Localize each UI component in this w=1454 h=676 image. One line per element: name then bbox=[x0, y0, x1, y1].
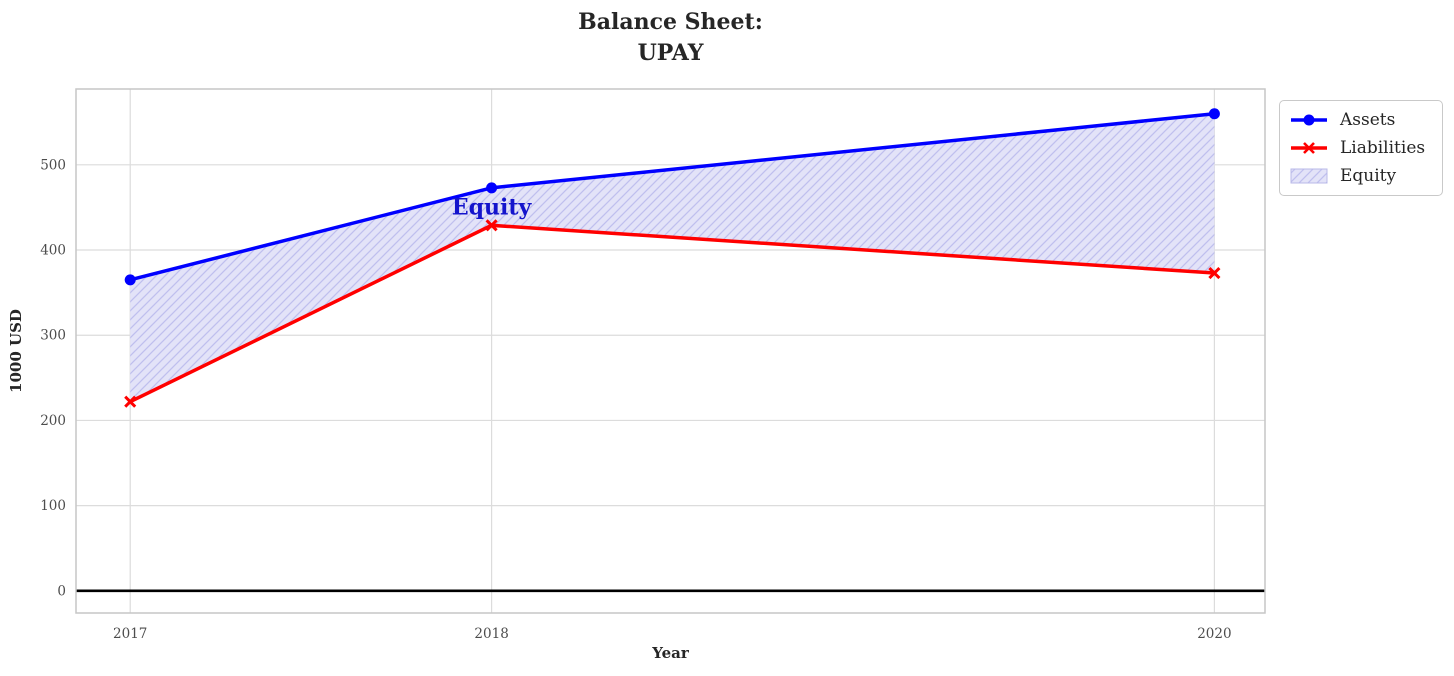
liabilities-marker bbox=[485, 219, 498, 232]
legend-label-assets: Assets bbox=[1340, 110, 1396, 130]
liabilities-marker bbox=[1208, 266, 1221, 280]
assets-marker bbox=[1208, 108, 1220, 120]
y-tick-label: 500 bbox=[40, 157, 66, 173]
y-tick-label: 200 bbox=[40, 413, 66, 429]
legend: Assets Liabilities Equity bbox=[1279, 100, 1443, 196]
x-tick-label: 2018 bbox=[474, 626, 508, 642]
equity-area-hatch bbox=[130, 113, 1215, 402]
legend-item-equity: Equity bbox=[1289, 162, 1433, 190]
assets-marker bbox=[486, 182, 498, 194]
legend-item-liabilities: Liabilities bbox=[1289, 134, 1433, 162]
chart-title-line1: Balance Sheet: bbox=[578, 9, 763, 35]
assets-marker bbox=[124, 274, 136, 286]
chart-title-line2: UPAY bbox=[637, 40, 704, 66]
y-tick-label: 300 bbox=[40, 328, 66, 344]
assets-marker-icon bbox=[1303, 114, 1315, 126]
x-tick-label: 2017 bbox=[113, 626, 147, 642]
y-tick-label: 0 bbox=[57, 583, 66, 599]
legend-label-liabilities: Liabilities bbox=[1340, 138, 1426, 158]
equity-legend-swatch bbox=[1290, 168, 1328, 184]
liabilities-legend-swatch bbox=[1291, 142, 1327, 154]
x-axis-label: Year bbox=[652, 644, 689, 662]
y-tick-label: 400 bbox=[40, 242, 66, 258]
equity-patch-hatch bbox=[1290, 168, 1328, 184]
y-tick-label: 100 bbox=[40, 498, 66, 514]
liabilities-marker-icon bbox=[1303, 142, 1315, 154]
x-tick-label: 2020 bbox=[1197, 626, 1231, 642]
chart-title: Balance Sheet: UPAY bbox=[76, 7, 1265, 69]
equity-annotation: Equity bbox=[452, 194, 533, 220]
legend-label-equity: Equity bbox=[1340, 166, 1397, 186]
axes-spines bbox=[75, 88, 1266, 614]
assets-legend-swatch bbox=[1291, 114, 1327, 126]
legend-item-assets: Assets bbox=[1289, 106, 1433, 134]
liabilities-marker bbox=[124, 395, 137, 408]
